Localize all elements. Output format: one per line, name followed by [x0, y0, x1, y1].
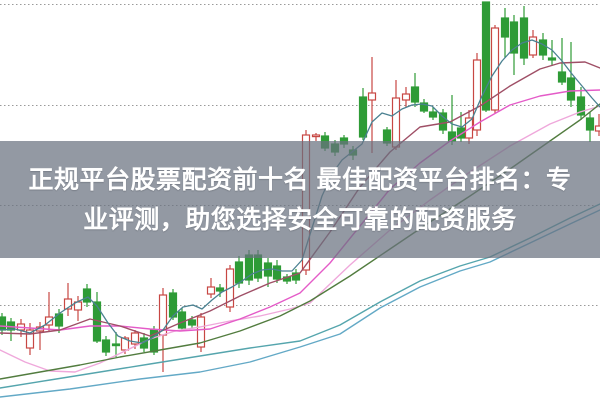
candle: [438, 109, 448, 134]
candle: [566, 42, 576, 107]
candle: [0, 313, 7, 335]
candle: [92, 292, 102, 343]
candle: [367, 57, 377, 153]
candle: [576, 87, 586, 120]
candle: [538, 33, 548, 60]
candle: [528, 30, 538, 58]
candle: [215, 284, 225, 297]
candle: [490, 25, 500, 113]
candle: [291, 269, 301, 284]
candle: [63, 283, 73, 316]
candle: [272, 260, 282, 283]
candle: [111, 332, 121, 357]
ma-20-magenta: [0, 89, 600, 332]
candle: [419, 99, 429, 113]
candle: [401, 87, 411, 107]
candle: [464, 110, 474, 144]
candle: [472, 53, 482, 136]
headline-overlay: 正规平台股票配资前十名 最佳配资平台排名：专 业评测，助您选择安全可靠的配资服务: [0, 141, 600, 258]
headline-line-1: 正规平台股票配资前十名 最佳配资平台排名：专: [28, 165, 572, 194]
candle: [410, 73, 420, 107]
candle: [206, 278, 216, 298]
candle: [585, 112, 595, 142]
candle: [101, 336, 111, 356]
candle: [428, 107, 438, 120]
candle: [82, 284, 92, 307]
candle: [282, 274, 292, 284]
candle: [547, 40, 557, 66]
candle: [358, 88, 368, 140]
candle: [311, 133, 321, 141]
candle: [500, 8, 510, 58]
candle: [149, 326, 159, 355]
candle: [196, 313, 206, 352]
candle: [594, 114, 600, 136]
candles: [0, 1, 600, 372]
headline-line-2: 业评测，助您选择安全可靠的配资服务: [83, 205, 517, 234]
candle: [509, 15, 519, 75]
candle: [481, 1, 491, 112]
candle: [519, 6, 529, 65]
candle: [44, 292, 54, 331]
candle: [177, 308, 187, 331]
candle: [73, 296, 83, 321]
